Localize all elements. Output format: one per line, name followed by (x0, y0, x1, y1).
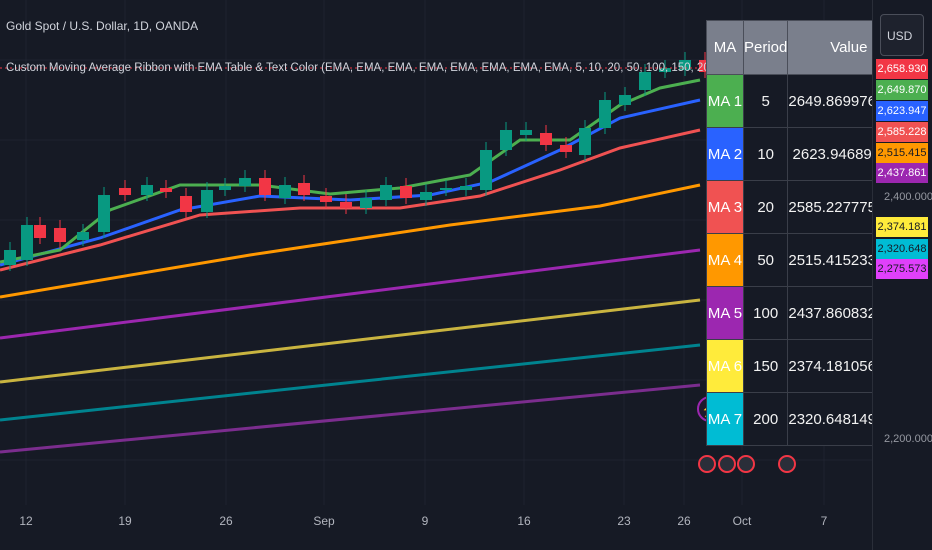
candle-body (639, 72, 651, 90)
ma-period: 200 (742, 392, 789, 446)
ma-period: 100 (742, 286, 789, 340)
candle-body (239, 178, 251, 186)
candle-body (201, 190, 213, 212)
currency-selector[interactable]: USD (880, 14, 924, 56)
ma-label: MA 2 (706, 127, 744, 181)
candle-body (298, 183, 310, 195)
price-tag: 2,275.573 (876, 259, 928, 279)
candle-body (77, 232, 89, 240)
candle-body (540, 133, 552, 145)
price-level-label: 2,400.000 (884, 191, 932, 203)
candle-body (480, 150, 492, 190)
candle-body (54, 228, 66, 242)
date-label: 26 (219, 514, 233, 528)
candle-body (440, 188, 452, 190)
price-tag: 2,623.947 (876, 101, 928, 121)
ema-line (0, 128, 701, 272)
candle-body (320, 196, 332, 202)
candle-body (460, 186, 472, 190)
candle-body (400, 186, 412, 198)
ema-ribbon (0, 78, 701, 454)
ma-label: MA 7 (706, 392, 744, 446)
candle-body (259, 178, 271, 195)
date-label: 26 (677, 514, 691, 528)
ma-label: MA 4 (706, 233, 744, 287)
candle-body (659, 68, 671, 72)
price-tag: 2,374.181 (876, 217, 928, 237)
price-tag: 2,515.415 (876, 143, 928, 163)
candle-body (560, 145, 572, 152)
ma-period: 20 (742, 180, 789, 234)
ema-line (0, 343, 701, 422)
candle-body (279, 185, 291, 198)
ma-label: MA 6 (706, 339, 744, 393)
candle-body (420, 192, 432, 200)
ema-line (0, 248, 701, 340)
candle-body (180, 196, 192, 212)
ema-line (0, 298, 701, 384)
candle-body (619, 95, 631, 105)
indicator-title[interactable]: Custom Moving Average Ribbon with EMA Ta… (6, 62, 706, 74)
ma-label: MA 5 (706, 286, 744, 340)
ema-line (0, 383, 701, 454)
date-label: 7 (820, 514, 828, 528)
us-flag-icon[interactable] (778, 455, 796, 473)
candle-body (340, 202, 352, 208)
date-label: 12 (19, 514, 33, 528)
candle-body (98, 195, 110, 232)
ma-label: MA 3 (706, 180, 744, 234)
us-flag-icon[interactable] (698, 455, 716, 473)
us-flag-icon[interactable] (737, 455, 755, 473)
price-level-label: 2,200.000 (884, 433, 932, 445)
date-label: 19 (118, 514, 132, 528)
candle-body (141, 185, 153, 195)
candle-body (500, 130, 512, 150)
candle-body (119, 188, 131, 195)
ma-period: 50 (742, 233, 789, 287)
candle-body (219, 186, 231, 190)
ma-period: 10 (742, 127, 789, 181)
candle-body (4, 250, 16, 265)
candle-body (520, 130, 532, 135)
price-tag: 2,649.870 (876, 80, 928, 100)
candle-body (21, 225, 33, 260)
ma-period: 150 (742, 339, 789, 393)
price-tag: 2,320.648 (876, 239, 928, 259)
candle-body (160, 188, 172, 192)
candle-body (34, 225, 46, 238)
price-tag: 2,585.228 (876, 122, 928, 142)
price-tag: 2,658.930 (876, 59, 928, 79)
candle-body (579, 128, 591, 155)
us-flag-icon[interactable] (718, 455, 736, 473)
symbol-title[interactable]: Gold Spot / U.S. Dollar, 1D, OANDA (6, 19, 199, 33)
date-label: Oct (732, 514, 752, 528)
candle-body (679, 60, 691, 70)
date-label: 9 (421, 514, 429, 528)
candle-body (599, 100, 611, 128)
header-period: Period (742, 20, 789, 75)
header-ma: MA (706, 20, 744, 75)
ma-period: 5 (742, 74, 789, 128)
date-label: Sep (313, 514, 335, 528)
ema-line (0, 183, 701, 299)
ma-label: MA 1 (706, 74, 744, 128)
candle-body (380, 185, 392, 200)
price-tag: 2,437.861 (876, 163, 928, 183)
date-label: 16 (517, 514, 531, 528)
date-label: 23 (617, 514, 631, 528)
candle-body (360, 198, 372, 208)
